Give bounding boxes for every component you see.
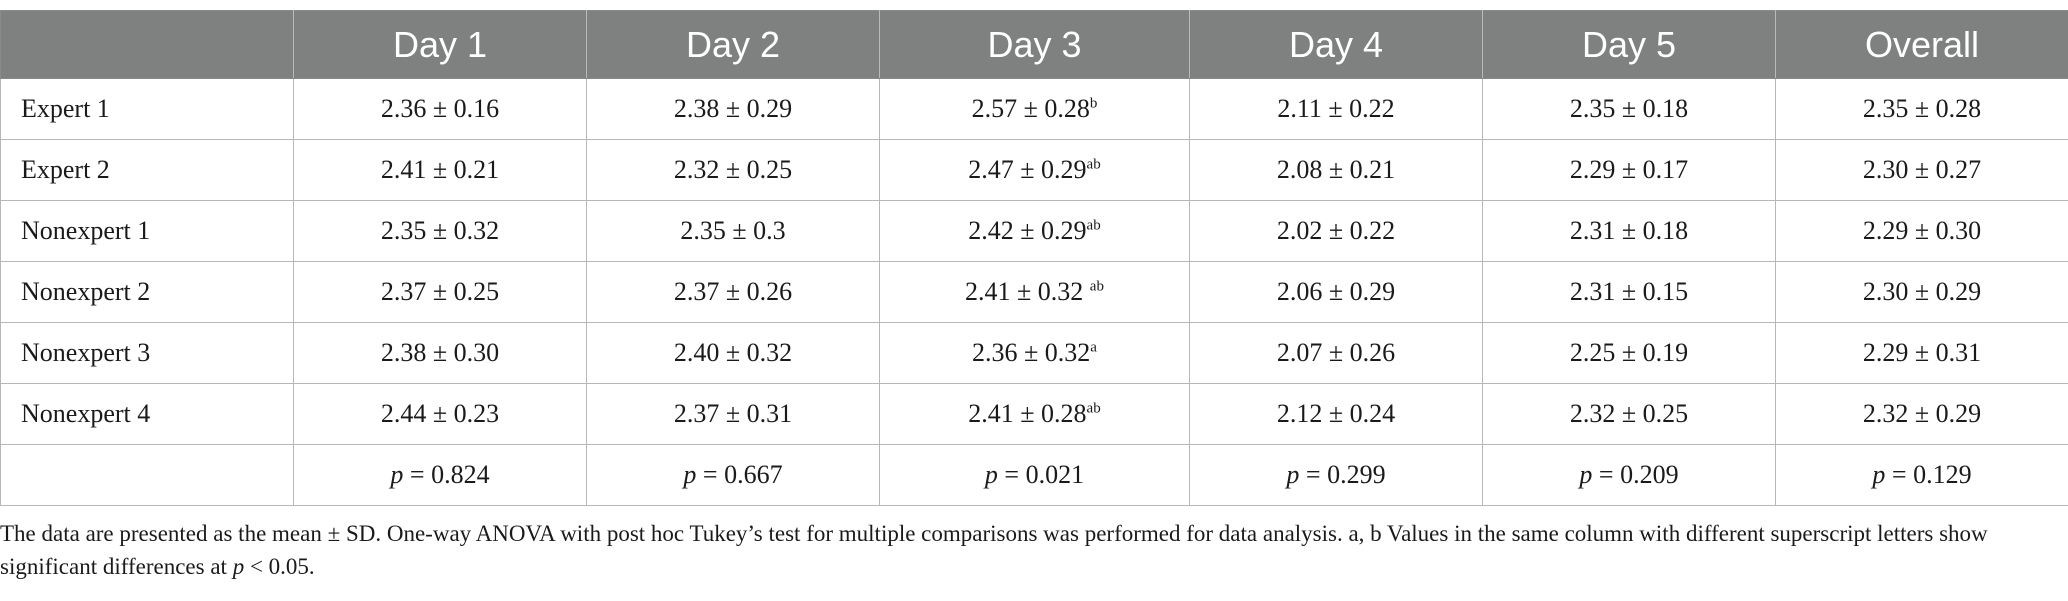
table-footnote: The data are presented as the mean ± SD.… bbox=[0, 521, 1988, 579]
table-cell: 2.08 ± 0.21 bbox=[1189, 139, 1483, 201]
header-cell-day-3: Day 3 bbox=[879, 10, 1190, 79]
table-cell: 2.31 ± 0.15 bbox=[1482, 261, 1776, 323]
table-row: Expert 2 2.41 ± 0.21 2.32 ± 0.25 2.47 ± … bbox=[0, 139, 2068, 201]
table-cell: 2.47 ± 0.29ab bbox=[879, 139, 1190, 201]
p-value-cell: p = 0.667 bbox=[586, 444, 880, 506]
table-cell: 2.29 ± 0.30 bbox=[1775, 200, 2068, 262]
table-cell: 2.32 ± 0.29 bbox=[1775, 383, 2068, 445]
table-cell: 2.37 ± 0.25 bbox=[293, 261, 587, 323]
p-value-cell: p = 0.209 bbox=[1482, 444, 1776, 506]
header-cell-day-1: Day 1 bbox=[293, 10, 587, 79]
p-row-label bbox=[0, 444, 294, 506]
table-row: Expert 1 2.36 ± 0.16 2.38 ± 0.29 2.57 ± … bbox=[0, 78, 2068, 140]
table-cell: 2.38 ± 0.30 bbox=[293, 322, 587, 384]
table-cell: 2.11 ± 0.22 bbox=[1189, 78, 1483, 140]
p-value-cell: p = 0.299 bbox=[1189, 444, 1483, 506]
table-cell: 2.35 ± 0.3 bbox=[586, 200, 880, 262]
table-cell: 2.38 ± 0.29 bbox=[586, 78, 880, 140]
table-cell: 2.12 ± 0.24 bbox=[1189, 383, 1483, 445]
table-cell: 2.07 ± 0.26 bbox=[1189, 322, 1483, 384]
table-cell: 2.41 ± 0.32 ab bbox=[879, 261, 1190, 323]
table-cell: 2.41 ± 0.21 bbox=[293, 139, 587, 201]
table-row: Nonexpert 2 2.37 ± 0.25 2.37 ± 0.26 2.41… bbox=[0, 261, 2068, 323]
table-cell: 2.32 ± 0.25 bbox=[586, 139, 880, 201]
table-cell: 2.30 ± 0.27 bbox=[1775, 139, 2068, 201]
results-table: Day 1 Day 2 Day 3 Day 4 Day 5 Overall Ex… bbox=[0, 10, 2068, 506]
row-label: Nonexpert 2 bbox=[0, 261, 294, 323]
table-cell: 2.41 ± 0.28ab bbox=[879, 383, 1190, 445]
header-row: Day 1 Day 2 Day 3 Day 4 Day 5 Overall bbox=[0, 10, 2068, 79]
table-cell: 2.35 ± 0.28 bbox=[1775, 78, 2068, 140]
p-value-cell: p = 0.021 bbox=[879, 444, 1190, 506]
table-cell: 2.36 ± 0.16 bbox=[293, 78, 587, 140]
row-label: Nonexpert 4 bbox=[0, 383, 294, 445]
table-row: Nonexpert 1 2.35 ± 0.32 2.35 ± 0.3 2.42 … bbox=[0, 200, 2068, 262]
table-cell: 2.42 ± 0.29ab bbox=[879, 200, 1190, 262]
table-cell: 2.31 ± 0.18 bbox=[1482, 200, 1776, 262]
table-cell: 2.32 ± 0.25 bbox=[1482, 383, 1776, 445]
table-cell: 2.29 ± 0.31 bbox=[1775, 322, 2068, 384]
row-label: Nonexpert 1 bbox=[0, 200, 294, 262]
table-cell: 2.36 ± 0.32a bbox=[879, 322, 1190, 384]
header-cell-day-2: Day 2 bbox=[586, 10, 880, 79]
header-cell-day-4: Day 4 bbox=[1189, 10, 1483, 79]
table-cell: 2.06 ± 0.29 bbox=[1189, 261, 1483, 323]
row-label: Nonexpert 3 bbox=[0, 322, 294, 384]
header-cell-overall: Overall bbox=[1775, 10, 2068, 79]
table-cell: 2.02 ± 0.22 bbox=[1189, 200, 1483, 262]
header-cell-blank bbox=[0, 10, 294, 79]
p-value-cell: p = 0.824 bbox=[293, 444, 587, 506]
table-row: Nonexpert 4 2.44 ± 0.23 2.37 ± 0.31 2.41… bbox=[0, 383, 2068, 445]
table-cell: 2.25 ± 0.19 bbox=[1482, 322, 1776, 384]
data-table-container: Day 1 Day 2 Day 3 Day 4 Day 5 Overall Ex… bbox=[0, 10, 2068, 506]
table-cell: 2.30 ± 0.29 bbox=[1775, 261, 2068, 323]
table-cell: 2.35 ± 0.32 bbox=[293, 200, 587, 262]
p-value-cell: p = 0.129 bbox=[1775, 444, 2068, 506]
header-cell-day-5: Day 5 bbox=[1482, 10, 1776, 79]
row-label: Expert 1 bbox=[0, 78, 294, 140]
table-cell: 2.57 ± 0.28b bbox=[879, 78, 1190, 140]
table-cell: 2.29 ± 0.17 bbox=[1482, 139, 1776, 201]
table-cell: 2.40 ± 0.32 bbox=[586, 322, 880, 384]
table-cell: 2.37 ± 0.31 bbox=[586, 383, 880, 445]
p-value-row: p = 0.824 p = 0.667 p = 0.021 p = 0.299 … bbox=[0, 444, 2068, 506]
table-cell: 2.37 ± 0.26 bbox=[586, 261, 880, 323]
table-cell: 2.44 ± 0.23 bbox=[293, 383, 587, 445]
table-cell: 2.35 ± 0.18 bbox=[1482, 78, 1776, 140]
table-row: Nonexpert 3 2.38 ± 0.30 2.40 ± 0.32 2.36… bbox=[0, 322, 2068, 384]
row-label: Expert 2 bbox=[0, 139, 294, 201]
